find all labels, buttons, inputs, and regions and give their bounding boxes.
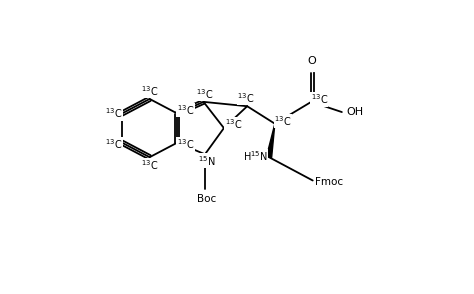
Text: Fmoc: Fmoc [315,177,343,187]
Text: $^{13}$C: $^{13}$C [105,137,122,151]
Text: $^{13}$C: $^{13}$C [274,114,292,128]
Text: Boc: Boc [197,194,216,204]
Text: $^{13}$C: $^{13}$C [196,87,214,101]
Text: $^{13}$C: $^{13}$C [237,91,255,105]
Text: O: O [307,56,316,66]
Text: $^{13}$C: $^{13}$C [141,158,158,172]
Text: $^{13}$C: $^{13}$C [311,93,328,106]
Text: $^{15}$N: $^{15}$N [198,154,215,168]
Text: $^{13}$C: $^{13}$C [177,103,194,117]
Text: $^{13}$C: $^{13}$C [105,107,122,121]
Text: $^{13}$C: $^{13}$C [141,84,158,98]
Text: $^{13}$C: $^{13}$C [225,118,242,131]
Text: OH: OH [346,107,364,117]
Text: H$^{15}$N: H$^{15}$N [243,149,268,163]
Polygon shape [266,124,275,158]
Text: $^{13}$C: $^{13}$C [177,137,194,151]
